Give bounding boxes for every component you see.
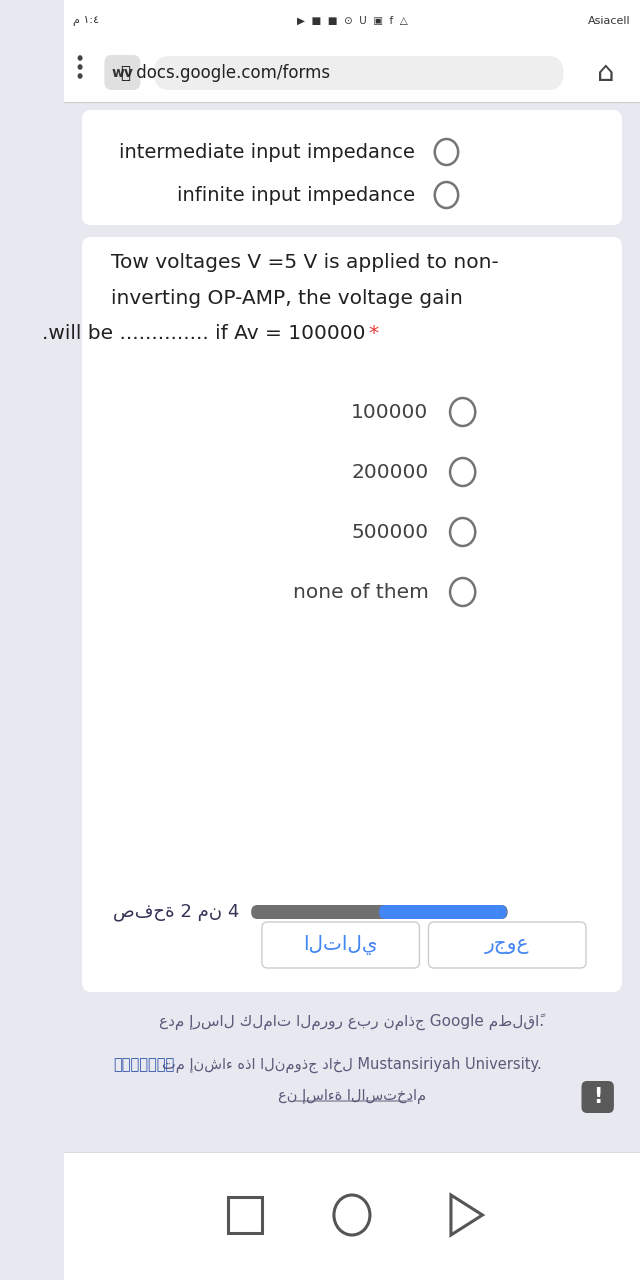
Text: الإبلاغ: الإبلاغ [113,1057,175,1073]
Text: عن إساءة الاستخدام: عن إساءة الاستخدام [278,1089,426,1105]
FancyBboxPatch shape [104,55,140,90]
FancyBboxPatch shape [154,56,563,90]
Text: تم إنشاء هذا النموذج داخل Mustansiriyah University.: تم إنشاء هذا النموذج داخل Mustansiriyah … [162,1057,542,1073]
Bar [64,1152,640,1280]
FancyBboxPatch shape [582,1082,614,1114]
FancyBboxPatch shape [82,237,622,992]
Text: infinite input impedance: infinite input impedance [177,186,415,205]
Text: م ١:٤: م ١:٤ [73,17,99,26]
Bar [64,0,640,42]
Text: intermediate input impedance: intermediate input impedance [119,142,415,161]
Text: Asiacell: Asiacell [588,17,631,26]
Bar [64,42,640,102]
Text: !: ! [593,1087,602,1107]
FancyBboxPatch shape [82,110,622,225]
Circle shape [77,55,83,61]
Text: رجوع: رجوع [484,936,529,955]
Text: 200000: 200000 [351,462,428,481]
Text: Tow voltages V =5 V is applied to non-: Tow voltages V =5 V is applied to non- [111,252,499,271]
Text: .will be .............. if Av = 100000: .will be .............. if Av = 100000 [42,324,365,343]
Text: 100000: 100000 [351,402,428,421]
Text: 🔒 docs.google.com/forms: 🔒 docs.google.com/forms [122,64,330,82]
Text: *: * [369,324,385,343]
Text: عدم إرسال كلمات المرور عبر نماذج Google مطلقاً.: عدم إرسال كلمات المرور عبر نماذج Google … [159,1014,545,1030]
FancyBboxPatch shape [251,905,508,919]
Text: صفحة 2 من 4: صفحة 2 من 4 [113,902,239,922]
Bar [228,1197,262,1233]
Text: ▶  ■  ■  ⊙  U  ▣  f  △: ▶ ■ ■ ⊙ U ▣ f △ [296,17,407,26]
Text: none of them: none of them [292,582,428,602]
Circle shape [77,64,83,70]
FancyBboxPatch shape [428,922,586,968]
Text: 500000: 500000 [351,522,428,541]
Text: التالي: التالي [303,934,378,955]
Text: inverting OP-AMP, the voltage gain: inverting OP-AMP, the voltage gain [111,288,463,307]
FancyBboxPatch shape [379,905,507,919]
Text: ⌂: ⌂ [597,59,614,87]
FancyBboxPatch shape [262,922,419,968]
Circle shape [77,73,83,79]
Text: wv: wv [111,67,133,81]
